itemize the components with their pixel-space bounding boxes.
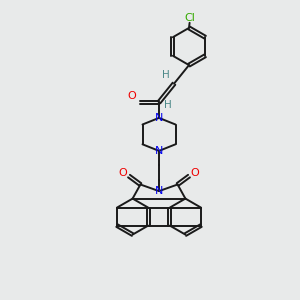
Text: H: H: [164, 100, 171, 110]
Text: N: N: [155, 146, 163, 156]
Text: H: H: [162, 70, 170, 80]
Text: O: O: [190, 168, 200, 178]
Text: O: O: [128, 91, 136, 101]
Text: N: N: [155, 186, 163, 196]
Text: O: O: [118, 168, 127, 178]
Text: Cl: Cl: [184, 13, 195, 23]
Text: N: N: [155, 113, 163, 123]
